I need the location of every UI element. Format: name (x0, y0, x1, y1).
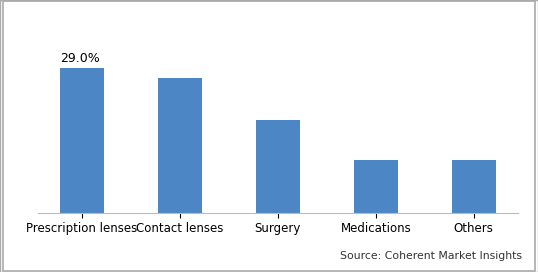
Text: Source: Coherent Market Insights: Source: Coherent Market Insights (340, 251, 522, 261)
Bar (60, 68, 104, 212)
Text: 29.0%: 29.0% (60, 52, 100, 65)
Bar (452, 160, 496, 212)
Bar (353, 160, 398, 212)
Bar (158, 78, 202, 212)
Bar (256, 120, 300, 212)
